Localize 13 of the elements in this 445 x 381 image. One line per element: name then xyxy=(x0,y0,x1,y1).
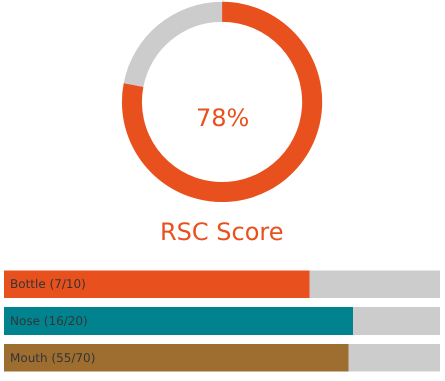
bar xyxy=(4,307,353,335)
bar xyxy=(309,270,440,298)
donut-slice xyxy=(122,2,322,202)
y-tick-label: Mouth (55/70) xyxy=(10,351,96,365)
y-tick-label: Nose (16/20) xyxy=(10,314,88,328)
bar xyxy=(352,307,440,335)
bar xyxy=(4,270,310,298)
bar xyxy=(348,344,440,372)
y-tick-label: Bottle (7/10) xyxy=(10,277,86,291)
text: RSC Score xyxy=(160,218,284,246)
donut-slice xyxy=(124,2,222,87)
bar xyxy=(4,344,349,372)
text: 78% xyxy=(196,104,250,132)
